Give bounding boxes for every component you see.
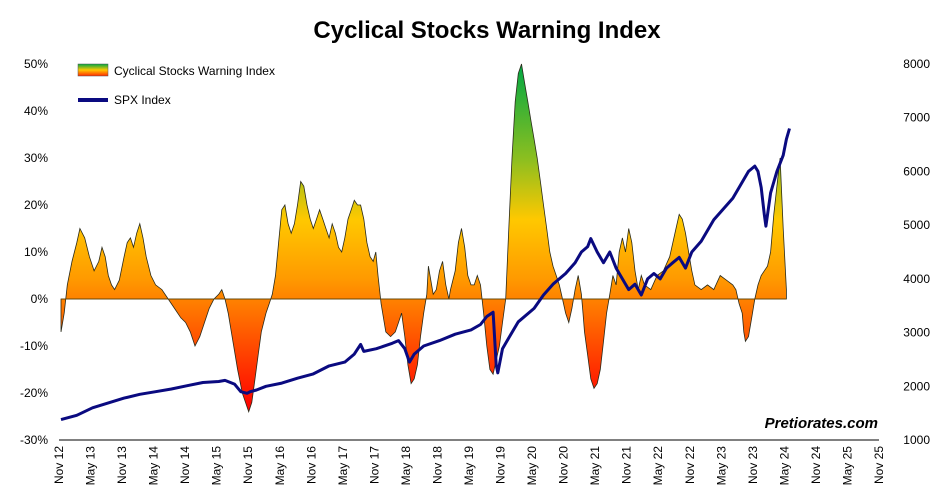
x-axis: Nov 12 May 13 Nov 13 May 14 Nov 14 May 15 Nov … (52, 446, 886, 486)
y-left-tick-label: 40% (24, 104, 48, 118)
x-tick-label: May 22 (651, 446, 665, 486)
x-tick-label: May 19 (462, 446, 476, 486)
y-right-tick-label: 7000 (903, 111, 930, 125)
x-tick-label: May 18 (399, 446, 413, 486)
x-tick-label: May 15 (210, 446, 224, 486)
x-tick-label: Nov 16 (304, 446, 318, 484)
x-tick-label: Nov 18 (430, 446, 444, 484)
x-tick-label: Nov 24 (809, 446, 823, 484)
legend-label-spx: SPX Index (114, 93, 171, 107)
x-tick-label: Nov 22 (683, 446, 697, 484)
y-left-tick-label: 50% (24, 57, 48, 71)
y-right-tick-label: 2000 (903, 379, 930, 393)
x-tick-label: Nov 14 (178, 446, 192, 484)
x-tick-label: Nov 25 (872, 446, 886, 484)
y-left-tick-label: -20% (20, 386, 48, 400)
x-tick-label: Nov 23 (746, 446, 760, 484)
right-axis: 1000 2000 3000 4000 5000 6000 7000 8000 (903, 57, 930, 447)
spx-index-line (60, 128, 791, 422)
y-left-tick-label: -10% (20, 339, 48, 353)
x-tick-label: Nov 19 (494, 446, 508, 484)
x-tick-label: Nov 20 (557, 446, 571, 484)
y-right-tick-label: 3000 (903, 326, 930, 340)
chart-title: Cyclical Stocks Warning Index (313, 17, 661, 44)
y-left-tick-label: 10% (24, 245, 48, 259)
left-axis: -30% -20% -10% 0% 10% 20% 30% 40% 50% (20, 57, 48, 447)
legend-label-warning-index: Cyclical Stocks Warning Index (114, 64, 275, 78)
x-tick-label: May 16 (273, 446, 287, 486)
x-tick-label: May 20 (525, 446, 539, 486)
x-tick-label: Nov 21 (620, 446, 634, 484)
x-tick-label: May 14 (147, 446, 161, 486)
x-tick-label: May 17 (336, 446, 350, 486)
x-tick-label: May 21 (588, 446, 602, 486)
y-right-tick-label: 5000 (903, 218, 930, 232)
y-right-tick-label: 1000 (903, 433, 930, 447)
y-right-tick-label: 4000 (903, 272, 930, 286)
y-left-tick-label: 30% (24, 151, 48, 165)
x-tick-label: Nov 17 (367, 446, 381, 484)
x-tick-label: Nov 12 (52, 446, 66, 484)
warning-index-area-path (60, 63, 787, 414)
warning-index-area (60, 63, 787, 414)
x-tick-label: May 24 (777, 446, 791, 486)
x-tick-label: Nov 13 (115, 446, 129, 484)
y-right-tick-label: 8000 (903, 57, 930, 71)
x-tick-label: May 23 (714, 446, 728, 486)
y-left-tick-label: -30% (20, 433, 48, 447)
y-right-tick-label: 6000 (903, 164, 930, 178)
spx-line-layer (60, 128, 791, 422)
legend: Cyclical Stocks Warning Index SPX Index (77, 63, 275, 107)
x-tick-label: May 25 (840, 446, 854, 486)
watermark: Pretiorates.com (765, 415, 878, 432)
y-left-tick-label: 20% (24, 198, 48, 212)
x-tick-label: May 13 (84, 446, 98, 486)
legend-swatch-warning-index (77, 63, 109, 77)
y-left-tick-label: 0% (31, 292, 49, 306)
x-tick-label: Nov 15 (241, 446, 255, 484)
